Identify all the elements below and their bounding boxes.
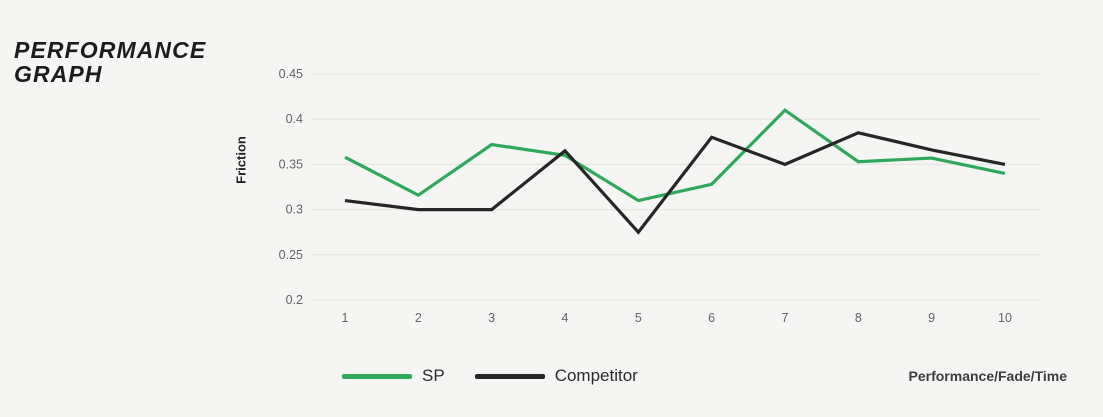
y-tick-label: 0.2	[286, 293, 303, 307]
x-tick-label: 4	[562, 311, 569, 325]
x-tick-label: 5	[635, 311, 642, 325]
sp-line-swatch	[342, 373, 412, 379]
x-tick-label: 1	[342, 311, 349, 325]
page-title-line1: PERFORMANCE	[14, 37, 207, 63]
legend-item-sp: SP	[342, 366, 445, 386]
x-tick-label: 7	[782, 311, 789, 325]
legend-label-sp: SP	[422, 366, 445, 385]
x-tick-label: 10	[998, 311, 1012, 325]
x-tick-label: 3	[488, 311, 495, 325]
y-tick-label: 0.25	[279, 248, 303, 262]
y-tick-label: 0.35	[279, 157, 303, 171]
page-title-line2: GRAPH	[14, 61, 103, 87]
series-line-competitor	[344, 131, 1006, 235]
y-tick-label: 0.3	[286, 203, 303, 217]
y-tick-label: 0.45	[279, 67, 303, 81]
series-line-sp	[344, 108, 1006, 203]
chart-legend: SP Competitor	[342, 366, 638, 386]
legend-item-competitor: Competitor	[474, 366, 638, 386]
x-tick-label: 6	[708, 311, 715, 325]
competitor-line-swatch	[474, 373, 545, 379]
x-tick-label: 2	[415, 311, 422, 325]
x-axis-caption: Performance/Fade/Time	[908, 368, 1067, 384]
y-axis-label: Friction	[233, 136, 249, 184]
x-tick-label: 8	[855, 311, 862, 325]
legend-label-competitor: Competitor	[554, 366, 638, 385]
y-tick-label: 0.4	[286, 112, 303, 126]
x-tick-label: 9	[928, 311, 935, 325]
page-title: PERFORMANCE GRAPH	[14, 38, 206, 86]
